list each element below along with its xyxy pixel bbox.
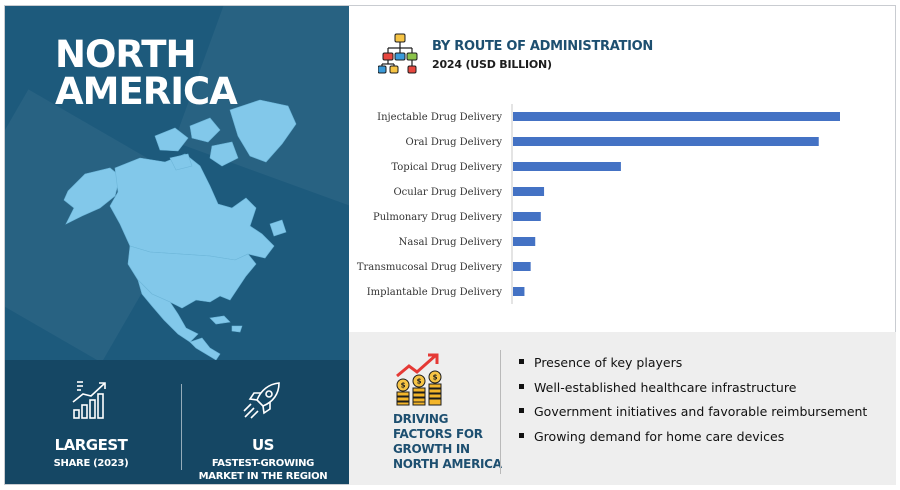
bar [513,287,525,296]
region-panel: NORTH AMERICA [5,6,349,484]
drivers-title-line: GROWTH IN [393,442,470,456]
stat-us-label: US [252,436,274,454]
driver-item: Government initiatives and favorable rei… [519,403,867,428]
category-label: Topical Drug Delivery [391,162,502,173]
svg-text:$: $ [401,382,406,390]
rocket-icon [243,382,280,419]
chart-header: BY ROUTE OF ADMINISTRATION 2024 (USD BIL… [378,30,658,80]
drivers-panel: $ $ $ DRIVING FACTORS FOR GROWTH IN NORT… [349,332,896,485]
stat-fastest-growing: US FASTEST-GROWING MARKET IN THE REGION [183,378,343,483]
bar [513,112,840,121]
bullet-square [519,383,524,389]
svg-text:$: $ [433,374,438,382]
category-label: Injectable Drug Delivery [377,112,502,123]
bar [513,162,621,171]
drivers-divider [500,350,501,474]
bullet-square [519,359,524,364]
bar-chart: Injectable Drug Delivery Oral Drug Delive… [357,104,840,304]
bar [513,187,545,196]
stat-us-caption-line2: MARKET IN THE REGION [198,471,328,482]
bar [513,212,541,221]
driver-item-text: Government initiatives and favorable rei… [534,404,868,419]
hierarchy-icon [378,33,418,74]
region-title-line1: NORTH [55,33,196,76]
category-label: Nasal Drug Delivery [399,237,503,248]
stats-bar: LARGEST SHARE (2023) US FASTEST-GROWING … [5,360,349,484]
driver-item-text: Growing demand for home care devices [534,428,785,444]
drivers-title: DRIVING FACTORS FOR GROWTH IN NORTH AMER… [393,412,502,472]
drivers-title-line: DRIVING [393,412,449,426]
money-growth-icon: $ $ $ [396,353,442,406]
svg-text:$: $ [417,378,422,386]
bar [513,237,536,246]
category-label: Implantable Drug Delivery [367,287,503,298]
drivers-title-line: NORTH AMERICA [393,457,502,471]
bar [513,137,819,146]
bullet-square [519,408,524,413]
drivers-title-line: FACTORS FOR [393,427,483,441]
stat-us-caption-line1: FASTEST-GROWING [211,458,315,469]
region-title-line2: AMERICA [55,70,238,113]
bullet-square [519,432,524,438]
chart-subtitle: 2024 (USD BILLION) [432,58,552,71]
category-label: Ocular Drug Delivery [393,187,502,198]
stat-us-caption: FASTEST-GROWING MARKET IN THE REGION [183,457,343,483]
stat-largest-share: LARGEST SHARE (2023) [11,378,171,470]
chart-title: BY ROUTE OF ADMINISTRATION [432,39,653,54]
driver-item-text: Presence of key players [534,355,683,370]
driver-item: Well-established healthcare infrastructu… [519,379,867,404]
stat-largest-label: LARGEST [54,436,128,454]
category-label: Oral Drug Delivery [406,137,503,148]
driver-item: Growing demand for home care devices [519,428,867,453]
region-title: NORTH AMERICA [55,33,238,113]
stat-largest-caption: SHARE (2023) [53,458,129,469]
stats-divider [181,384,182,470]
rising-bars-icon [72,381,106,419]
bar [513,262,531,271]
category-label: Pulmonary Drug Delivery [373,212,502,223]
category-label: Transmucosal Drug Delivery [357,262,502,273]
driver-item: Presence of key players [519,354,867,379]
north-america-map [63,99,297,361]
drivers-list: Presence of key players Well-established… [519,354,867,452]
driver-item-text: Well-established healthcare infrastructu… [534,379,797,395]
